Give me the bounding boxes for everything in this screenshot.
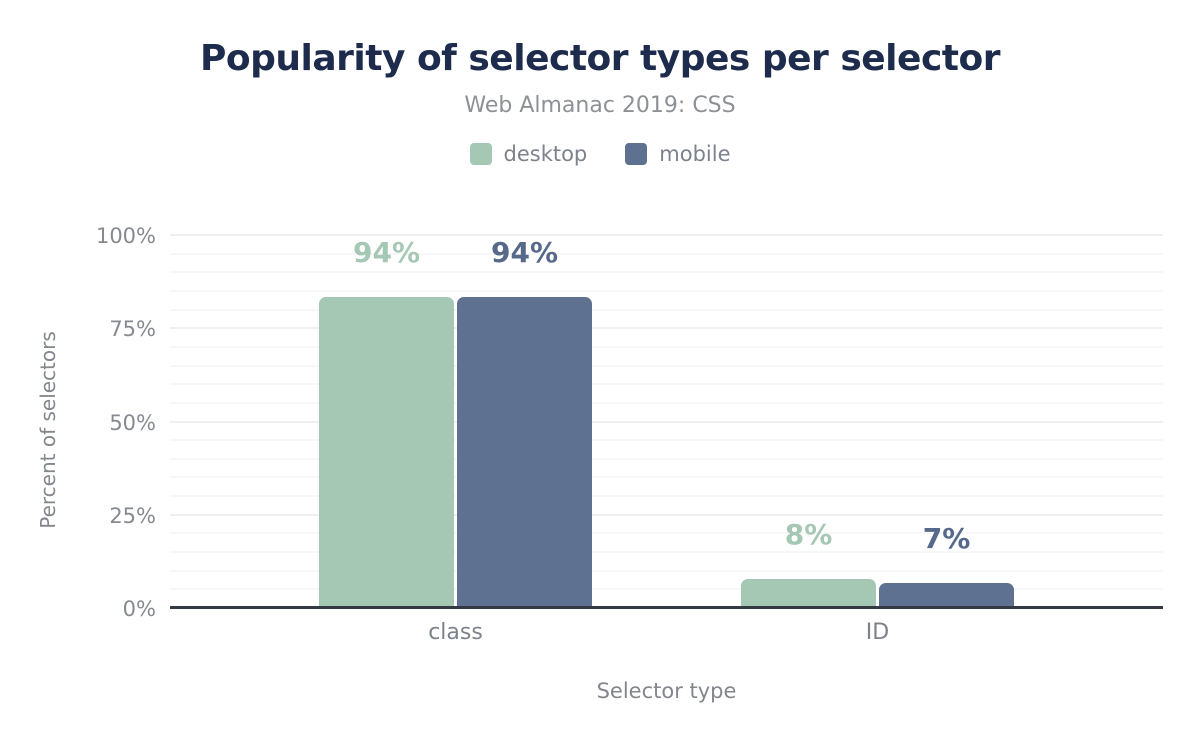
- bar-value-label: 94%: [352, 236, 421, 269]
- bar-value-label: 8%: [784, 518, 833, 552]
- minor-gridline: [170, 476, 1163, 479]
- bar-groups: 94% 94% class 8% 7% ID: [170, 236, 1163, 645]
- bar-column: 7%: [879, 236, 1014, 609]
- minor-gridline: [170, 457, 1163, 460]
- y-tick-label: 100%: [95, 224, 156, 248]
- minor-gridline: [170, 439, 1163, 442]
- minor-gridline: [170, 401, 1163, 404]
- bar-value-label: 94%: [490, 236, 559, 269]
- legend-label: mobile: [659, 142, 731, 166]
- bar-column: 94%: [457, 236, 592, 609]
- minor-gridline: [170, 532, 1163, 535]
- minor-gridline: [170, 551, 1163, 554]
- bar-class-mobile[interactable]: [457, 297, 592, 609]
- minor-gridline: [170, 364, 1163, 367]
- chart-title: Popularity of selector types per selecto…: [200, 38, 1000, 79]
- x-tick-label-ID: ID: [865, 620, 890, 645]
- legend: desktop mobile: [0, 142, 1200, 166]
- major-gridline: [170, 327, 1163, 330]
- major-gridline: [170, 420, 1163, 423]
- bar-group-class: 94% 94% class: [319, 236, 592, 645]
- legend-item-desktop[interactable]: desktop: [469, 142, 588, 166]
- bar-ID-mobile[interactable]: [879, 582, 1014, 609]
- legend-label: desktop: [503, 142, 588, 166]
- y-axis-title: Percent of selectors: [36, 331, 60, 529]
- gridlines-layer: [170, 234, 1163, 609]
- minor-gridline: [170, 271, 1163, 274]
- bar-group-ID: 8% 7% ID: [741, 236, 1014, 645]
- minor-gridline: [170, 289, 1163, 292]
- x-axis-title: Selector type: [596, 679, 737, 703]
- bar-class-desktop[interactable]: [319, 297, 454, 609]
- y-tick-label: 75%: [109, 317, 156, 342]
- chart-subtitle: Web Almanac 2019: CSS: [464, 93, 736, 118]
- x-tick-label-class: class: [428, 620, 483, 645]
- bar-column: 8%: [741, 236, 876, 609]
- y-tick-label: 0%: [122, 597, 156, 621]
- plot-area: 94% 94% class 8% 7% ID 0% 25% 50% 75% 100%: [96, 224, 1163, 645]
- legend-swatch-mobile: [625, 143, 648, 165]
- x-axis-line: [170, 606, 1163, 609]
- minor-gridline: [170, 495, 1163, 498]
- minor-gridline: [170, 569, 1163, 572]
- legend-swatch-desktop: [469, 143, 492, 165]
- bar-ID-desktop[interactable]: [741, 579, 876, 609]
- major-gridline: [170, 513, 1163, 516]
- bar-value-label: 7%: [922, 521, 971, 555]
- legend-item-mobile[interactable]: mobile: [625, 142, 731, 166]
- minor-gridline: [170, 308, 1163, 311]
- y-tick-label: 25%: [109, 503, 156, 528]
- minor-gridline: [170, 345, 1163, 348]
- minor-gridline: [170, 588, 1163, 591]
- minor-gridline: [170, 383, 1163, 386]
- bar-column: 94%: [319, 236, 454, 609]
- minor-gridline: [170, 252, 1163, 255]
- major-gridline: [170, 234, 1163, 236]
- y-tick-label: 50%: [109, 410, 156, 435]
